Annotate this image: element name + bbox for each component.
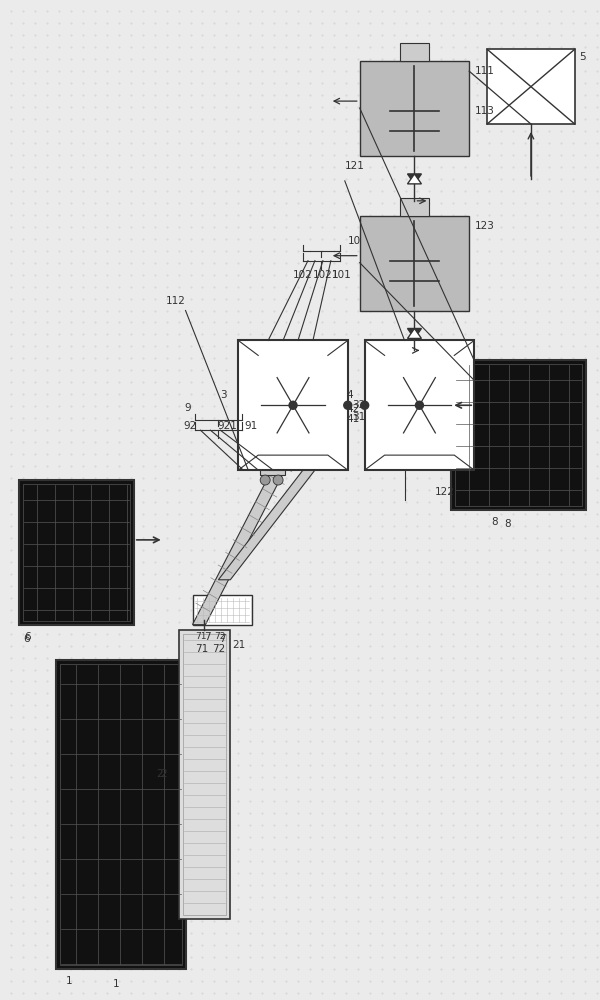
- Text: 6: 6: [23, 634, 30, 644]
- Bar: [360, 61, 469, 156]
- Bar: [400, 43, 430, 61]
- Circle shape: [260, 475, 270, 485]
- Text: 71: 71: [196, 644, 209, 654]
- Bar: [56, 660, 185, 969]
- Text: 4: 4: [347, 390, 353, 400]
- Text: 10: 10: [348, 236, 361, 246]
- Text: 31: 31: [352, 412, 365, 422]
- Text: 6: 6: [24, 632, 31, 642]
- Polygon shape: [218, 470, 315, 580]
- Text: 21: 21: [232, 640, 245, 650]
- Text: 1: 1: [113, 979, 119, 989]
- Text: 1: 1: [66, 976, 73, 986]
- Circle shape: [415, 401, 424, 409]
- Text: 2: 2: [161, 769, 167, 779]
- Circle shape: [273, 475, 283, 485]
- Bar: [193, 595, 252, 625]
- Text: 41: 41: [347, 414, 360, 424]
- Circle shape: [289, 401, 297, 409]
- Bar: [487, 49, 575, 124]
- Text: 92: 92: [184, 421, 197, 431]
- Text: 102: 102: [293, 270, 313, 280]
- Polygon shape: [407, 174, 421, 184]
- Text: 122: 122: [434, 487, 454, 497]
- Text: 101: 101: [332, 270, 352, 280]
- Text: 7: 7: [205, 632, 211, 642]
- Text: 1021: 1021: [313, 270, 340, 280]
- Bar: [360, 216, 469, 311]
- Bar: [400, 198, 430, 216]
- Text: 7: 7: [219, 634, 226, 644]
- Text: 121: 121: [345, 161, 365, 171]
- Text: 112: 112: [166, 296, 185, 306]
- Text: 72: 72: [212, 644, 226, 654]
- Text: 9: 9: [184, 403, 191, 413]
- Text: 111: 111: [475, 66, 495, 76]
- Bar: [60, 664, 182, 965]
- Text: 8: 8: [505, 519, 511, 529]
- Circle shape: [361, 401, 368, 409]
- Text: 32: 32: [352, 400, 365, 410]
- Bar: [455, 364, 581, 506]
- Bar: [365, 340, 474, 470]
- Bar: [451, 360, 586, 510]
- Text: 42: 42: [347, 404, 360, 414]
- Polygon shape: [407, 174, 421, 184]
- Polygon shape: [407, 328, 421, 338]
- Polygon shape: [407, 328, 421, 338]
- Text: 113: 113: [475, 106, 495, 116]
- Text: 123: 123: [475, 221, 495, 231]
- Circle shape: [344, 401, 352, 409]
- Bar: [182, 634, 226, 915]
- Bar: [238, 340, 348, 470]
- Bar: [260, 455, 285, 475]
- Text: 71: 71: [196, 632, 207, 641]
- Text: 2: 2: [157, 769, 163, 779]
- Text: 72: 72: [214, 632, 226, 641]
- Polygon shape: [193, 450, 295, 625]
- Text: 8: 8: [491, 517, 498, 527]
- Bar: [179, 630, 230, 919]
- Text: 921: 921: [217, 421, 237, 431]
- Text: 5: 5: [579, 52, 586, 62]
- Text: 3: 3: [220, 390, 227, 400]
- Bar: [23, 484, 130, 621]
- Text: 91: 91: [244, 421, 257, 431]
- Bar: [19, 480, 134, 625]
